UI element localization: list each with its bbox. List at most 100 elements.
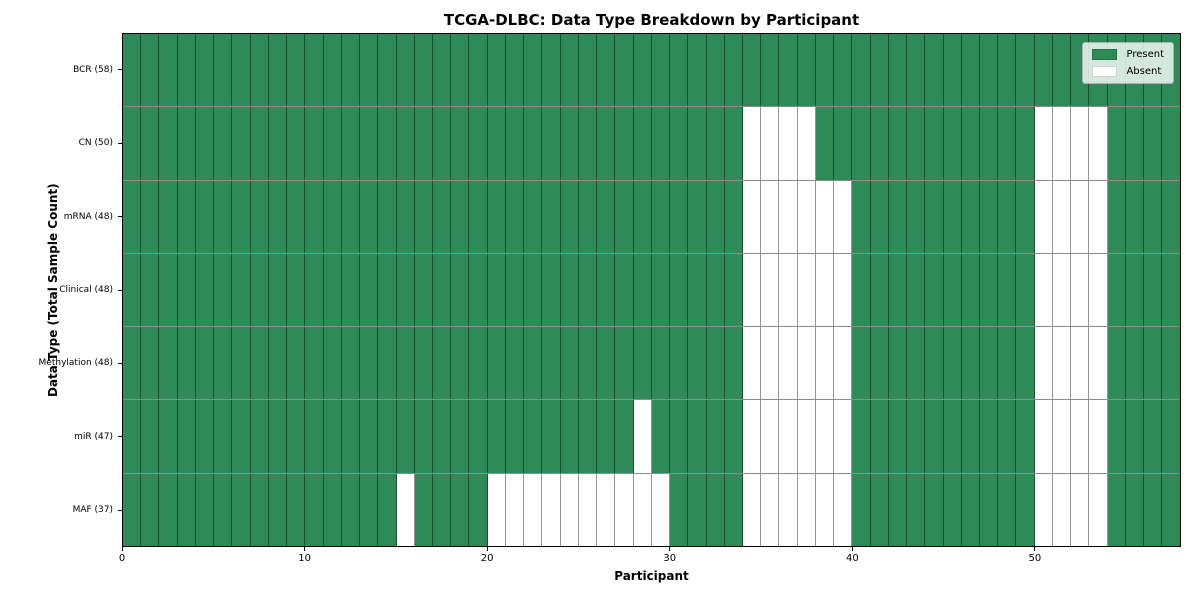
heatmap-cell (1052, 107, 1072, 180)
heatmap-cell (943, 180, 962, 253)
heatmap-cell (1125, 327, 1145, 400)
heatmap-cell (214, 180, 233, 253)
heatmap-cell (305, 400, 324, 473)
heatmap-cell (870, 473, 889, 546)
heatmap-cell (1052, 253, 1072, 327)
heatmap-cell (1144, 107, 1163, 180)
heatmap-cell (505, 253, 525, 327)
heatmap-cell (214, 327, 233, 400)
heatmap-cell (177, 253, 196, 327)
heatmap-cell (396, 34, 415, 107)
heatmap-cell (834, 400, 853, 473)
heatmap-cell (815, 253, 835, 327)
heatmap-cell (323, 327, 342, 400)
heatmap-cell (1125, 253, 1145, 327)
heatmap-cell (742, 253, 762, 327)
heatmap-cell (487, 473, 506, 546)
heatmap-cell (1125, 400, 1145, 473)
heatmap-cell (268, 327, 288, 400)
heatmap-cell (779, 180, 798, 253)
heatmap-cell (615, 180, 634, 253)
heatmap-row (123, 473, 1180, 546)
heatmap-cell (706, 253, 725, 327)
heatmap-cell (742, 327, 762, 400)
heatmap-cell (961, 327, 981, 400)
heatmap-cell (797, 34, 816, 107)
heatmap-cell (123, 180, 142, 253)
heatmap-cell (779, 400, 798, 473)
heatmap-cell (195, 400, 215, 473)
heatmap-cell (615, 473, 634, 546)
y-tick-label: CN (50) (78, 138, 113, 149)
x-tick-label: 0 (118, 553, 126, 564)
heatmap-cell (761, 107, 780, 180)
heatmap-cell (980, 34, 999, 107)
heatmap-cell (469, 253, 488, 327)
heatmap-cell (560, 253, 579, 327)
heatmap-cell (888, 107, 908, 180)
heatmap-cell (797, 180, 816, 253)
heatmap-cell (597, 473, 616, 546)
heatmap-cell (469, 107, 488, 180)
heatmap-cell (1016, 107, 1035, 180)
heatmap-cell (670, 327, 689, 400)
heatmap-cell (141, 473, 160, 546)
x-tick-mark (304, 547, 306, 551)
heatmap-cell (432, 107, 452, 180)
heatmap-cell (177, 34, 196, 107)
heatmap-cell (432, 253, 452, 327)
heatmap-cell (341, 34, 361, 107)
heatmap-cell (688, 107, 707, 180)
heatmap-cell (232, 107, 251, 180)
x-tick-mark (851, 547, 853, 551)
heatmap-cell (360, 107, 379, 180)
heatmap-cell (1144, 327, 1163, 400)
heatmap-cell (159, 473, 178, 546)
y-tick-mark (118, 289, 122, 291)
heatmap-cell (487, 400, 506, 473)
heatmap-cell (615, 400, 634, 473)
heatmap-cell (1071, 107, 1090, 180)
heatmap-cell (888, 327, 908, 400)
heatmap-cell (505, 34, 525, 107)
heatmap-cell (651, 107, 671, 180)
heatmap-cell (451, 107, 470, 180)
heatmap-cell (414, 253, 433, 327)
heatmap-cell (524, 180, 543, 253)
heatmap-cell (834, 253, 853, 327)
heatmap-cell (961, 107, 981, 180)
heatmap-cell (688, 473, 707, 546)
heatmap-cell (797, 253, 816, 327)
heatmap-cell (688, 400, 707, 473)
legend-label: Absent (1126, 66, 1162, 77)
heatmap-cell (177, 473, 196, 546)
heatmap-cell (524, 34, 543, 107)
heatmap-cell (742, 180, 762, 253)
heatmap-cell (670, 107, 689, 180)
x-tick-label: 30 (663, 553, 677, 564)
y-tick-mark (118, 216, 122, 218)
heatmap-row (123, 107, 1180, 181)
heatmap-cell (195, 180, 215, 253)
legend: Present Absent (1082, 42, 1174, 84)
heatmap-cell (378, 400, 397, 473)
heatmap-cell (706, 327, 725, 400)
heatmap-cell (232, 253, 251, 327)
heatmap-cell (469, 34, 488, 107)
heatmap-cell (524, 253, 543, 327)
heatmap-cell (1071, 180, 1090, 253)
heatmap-cell (870, 107, 889, 180)
heatmap-cell (651, 473, 671, 546)
heatmap-cell (724, 327, 743, 400)
heatmap-cell (578, 473, 598, 546)
heatmap-cell (597, 180, 616, 253)
heatmap-cell (341, 253, 361, 327)
heatmap-cell (141, 400, 160, 473)
heatmap-cell (1016, 400, 1035, 473)
heatmap-row (123, 327, 1180, 401)
heatmap-cell (141, 327, 160, 400)
heatmap-cell (487, 327, 506, 400)
heatmap-cell (250, 327, 269, 400)
heatmap-cell (615, 253, 634, 327)
heatmap-cell (852, 253, 871, 327)
